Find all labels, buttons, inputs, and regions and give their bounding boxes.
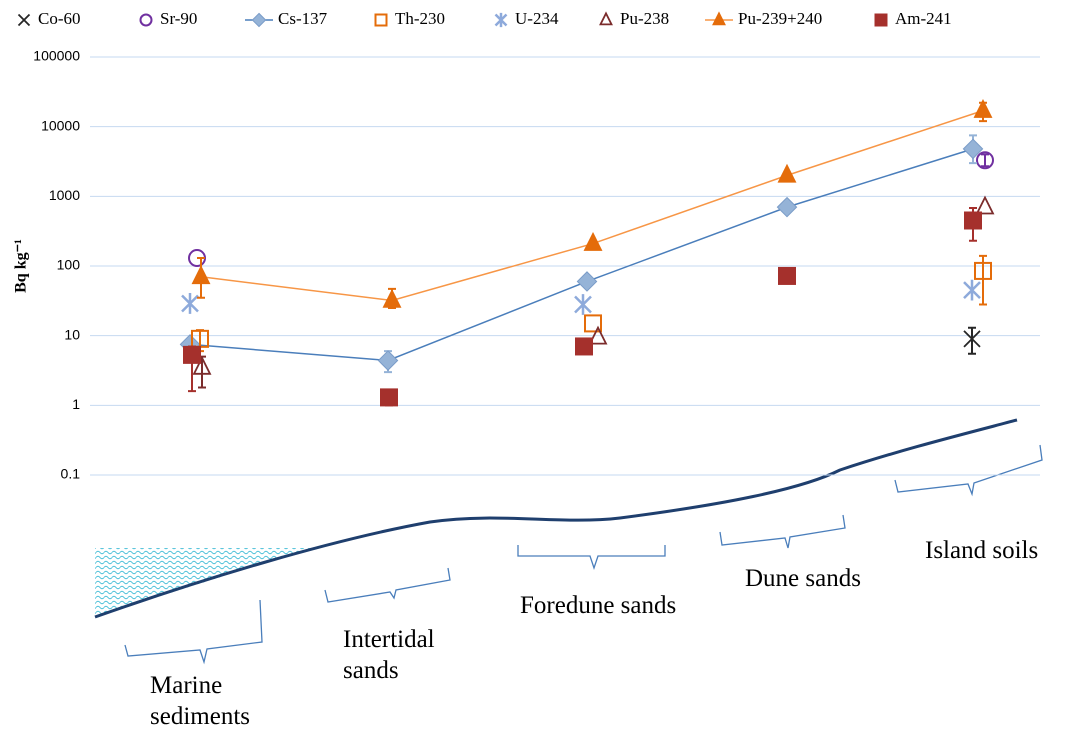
legend-item: Am-241 bbox=[876, 9, 952, 28]
legend-label: U-234 bbox=[515, 9, 559, 28]
y-tick-label: 1 bbox=[72, 396, 80, 412]
marker bbox=[376, 15, 387, 26]
marker bbox=[193, 267, 209, 283]
marker bbox=[252, 13, 265, 26]
marker bbox=[965, 212, 981, 228]
marker bbox=[184, 347, 200, 363]
legend-item: Th-230 bbox=[376, 9, 446, 28]
y-tick-label: 0.1 bbox=[61, 466, 81, 482]
marker bbox=[381, 389, 397, 405]
legend-label: Sr-90 bbox=[160, 9, 197, 28]
legend-label: Cs-137 bbox=[278, 9, 328, 28]
legend-label: Pu-238 bbox=[620, 9, 669, 28]
y-tick-label: 100 bbox=[57, 257, 81, 273]
marker bbox=[714, 13, 725, 24]
category-label: Island soils bbox=[925, 535, 1065, 566]
legend-item: Co-60 bbox=[19, 9, 81, 28]
legend-item: Pu-238 bbox=[601, 9, 670, 28]
error-bar bbox=[981, 154, 989, 166]
y-tick-label: 10 bbox=[64, 326, 80, 342]
legend-label: Co-60 bbox=[38, 9, 81, 28]
y-tick-label: 10000 bbox=[41, 117, 80, 133]
marker bbox=[975, 101, 991, 117]
y-tick-label: 100000 bbox=[33, 48, 80, 64]
page: Bq kg⁻¹ 100000 10000 1000 100 10 1 0.1 Co-60 Sr-… bbox=[0, 0, 1067, 734]
series-line bbox=[201, 111, 983, 301]
category-label: Dune sands bbox=[745, 563, 905, 594]
category-label: Intertidal sands bbox=[343, 624, 463, 686]
legend-label: Pu-239+240 bbox=[738, 9, 822, 28]
marker bbox=[977, 198, 993, 214]
marker bbox=[576, 338, 592, 354]
legend-item: Sr-90 bbox=[141, 9, 198, 28]
marker bbox=[777, 198, 796, 217]
landscape bbox=[95, 420, 1042, 662]
marker bbox=[779, 268, 795, 284]
marker bbox=[378, 351, 397, 370]
marker bbox=[601, 13, 612, 24]
marker bbox=[964, 280, 980, 301]
category-label: Foredune sands bbox=[520, 590, 720, 621]
legend-item: Cs-137 bbox=[245, 9, 328, 28]
legend-item: U-234 bbox=[496, 9, 559, 28]
marker bbox=[577, 272, 596, 291]
y-tick-label: 1000 bbox=[49, 187, 80, 203]
legend-label: Am-241 bbox=[895, 9, 952, 28]
chart: Bq kg⁻¹ 100000 10000 1000 100 10 1 0.1 Co-60 Sr-… bbox=[0, 0, 1067, 734]
legend-item: Pu-239+240 bbox=[705, 9, 822, 28]
marker bbox=[182, 293, 198, 314]
marker bbox=[141, 15, 152, 26]
y-axis-label: Bq kg⁻¹ bbox=[13, 239, 30, 293]
legend-label: Th-230 bbox=[395, 9, 445, 28]
marker bbox=[496, 13, 507, 27]
series-line bbox=[190, 149, 973, 361]
marker bbox=[575, 294, 591, 315]
category-label: Marine sediments bbox=[150, 670, 300, 732]
marker bbox=[876, 15, 887, 26]
marker bbox=[19, 15, 30, 26]
